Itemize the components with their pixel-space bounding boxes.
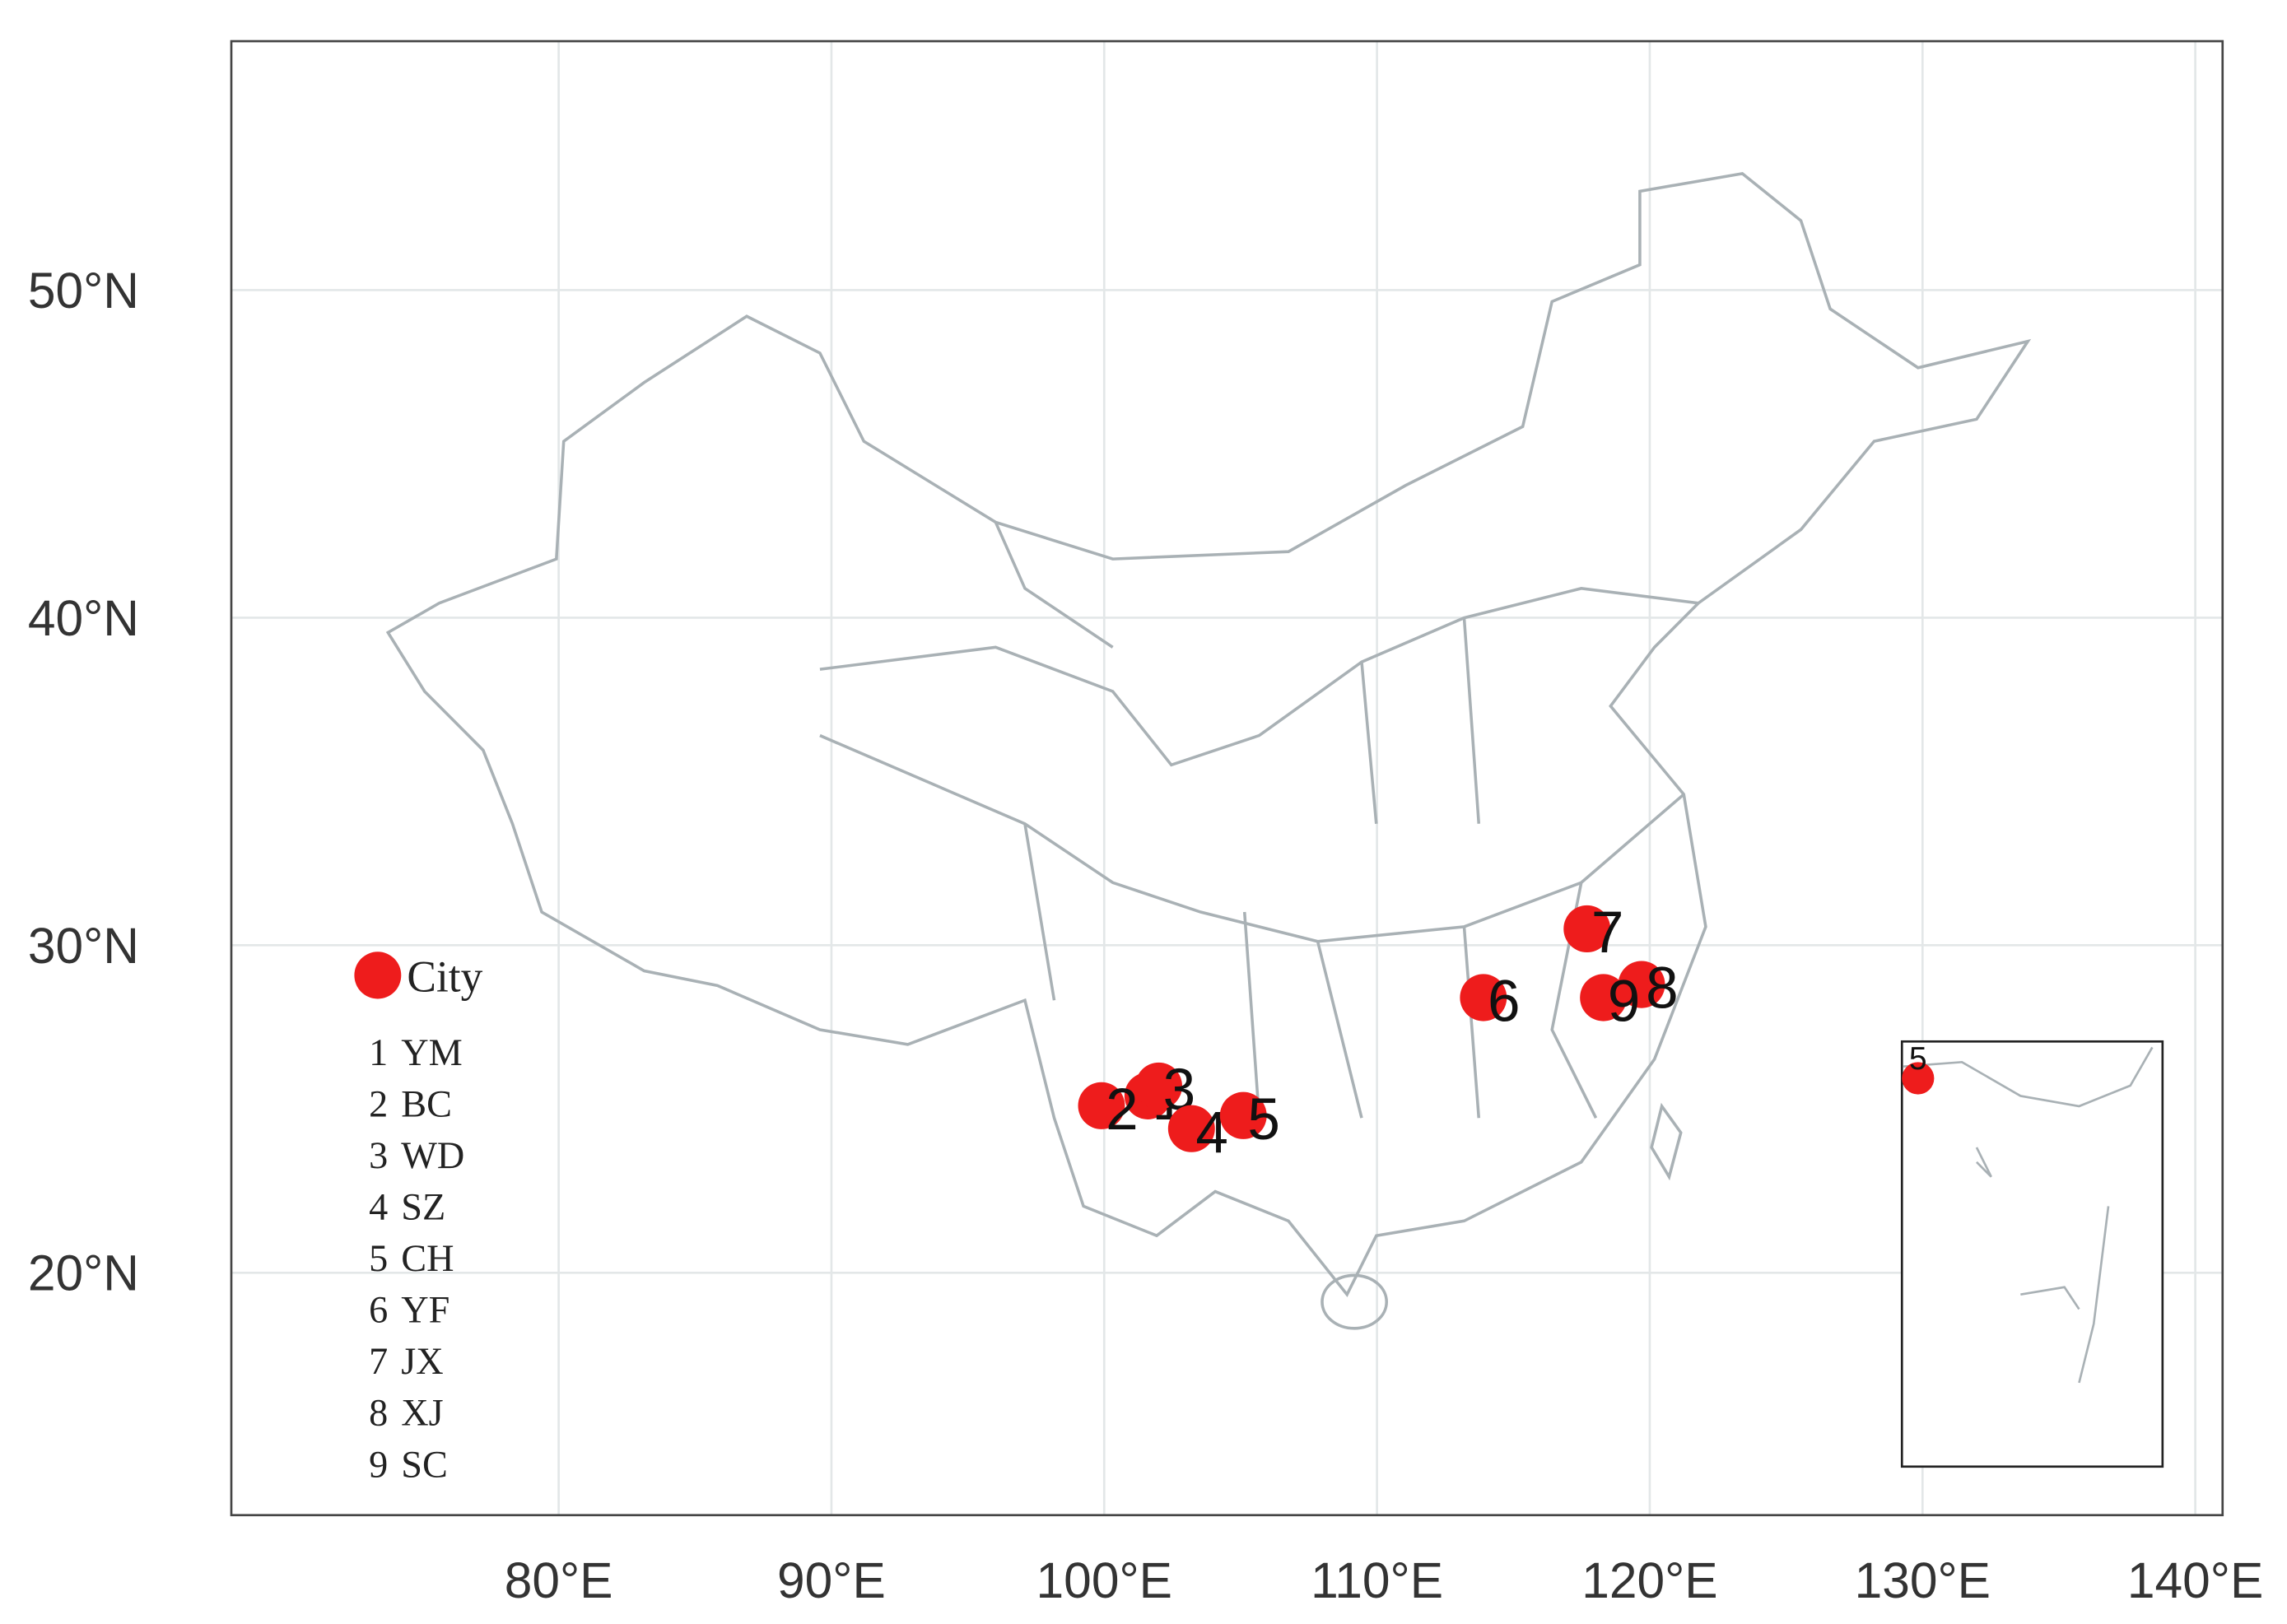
city-point: [1460, 974, 1507, 1021]
city-point: [1167, 1105, 1215, 1152]
legend-id: 9: [369, 1444, 388, 1486]
legend-name: BC: [401, 1083, 452, 1125]
x-tick-label: 130°E: [1855, 1552, 1991, 1608]
y-tick-label: 40°N: [28, 590, 139, 646]
hainan: [1320, 1273, 1389, 1330]
plot-frame: [230, 40, 2224, 1517]
legend-id: 4: [369, 1186, 388, 1228]
y-tick-label: 20°N: [28, 1245, 139, 1301]
legend-name: WD: [401, 1135, 464, 1177]
legend-id: 1: [369, 1032, 388, 1074]
x-tick-label: 140°E: [2127, 1552, 2263, 1608]
legend-name: XJ: [401, 1393, 443, 1435]
legend-id: 5: [369, 1238, 388, 1280]
city-label: 9: [1608, 968, 1641, 1034]
city-point: [1219, 1091, 1267, 1139]
city-label: 5: [1247, 1087, 1280, 1152]
x-tick-label: 120°E: [1581, 1552, 1717, 1608]
province-borders: [819, 521, 1699, 1119]
inset-point: [1902, 1062, 1935, 1095]
inset: 5: [1900, 1040, 2164, 1468]
x-tick-label: 110°E: [1311, 1552, 1443, 1608]
legend-id: 2: [369, 1083, 388, 1125]
city-point: [1580, 974, 1628, 1021]
legend-name: SZ: [401, 1186, 445, 1228]
axes: 80°E 90°E 100°E 110°E 120°E 130°E 140°E 20°N 30°…: [28, 263, 2263, 1608]
legend-id: 7: [369, 1341, 388, 1383]
city-point: [1618, 961, 1665, 1008]
legend: City 1 YM 2 BC 3 WD 4 SZ 5 CH 6 YF 7 JX 8 XJ 9 SC: [354, 952, 483, 1487]
legend-name: JX: [401, 1341, 443, 1383]
points: 123456789: [1078, 900, 1679, 1166]
x-tick-label: 90°E: [777, 1552, 886, 1608]
inset-frame: [1900, 1040, 2164, 1468]
city-label: 7: [1591, 900, 1624, 966]
city-label: 6: [1488, 968, 1521, 1034]
legend-id: 8: [369, 1393, 388, 1435]
x-tick-label: 100°E: [1036, 1552, 1172, 1608]
y-tick-label: 30°N: [28, 918, 139, 974]
grid: [231, 41, 2223, 1515]
legend-id: 6: [369, 1290, 388, 1332]
city-point: [1078, 1082, 1125, 1129]
legend-marker: [354, 952, 402, 999]
x-tick-label: 80°E: [505, 1552, 613, 1608]
city-point: [1563, 905, 1611, 953]
legend-name: YF: [401, 1290, 449, 1332]
legend-name: SC: [401, 1444, 448, 1486]
legend-name: CH: [401, 1238, 454, 1280]
legend-title: City: [407, 952, 482, 1001]
legend-list: 1 YM 2 BC 3 WD 4 SZ 5 CH 6 YF 7 JX 8 XJ 9 SC: [369, 1032, 464, 1487]
legend-name: YM: [401, 1032, 463, 1074]
taiwan: [1650, 1102, 1683, 1181]
city-label: 2: [1106, 1077, 1139, 1142]
city-point: [1135, 1062, 1182, 1110]
inset-coast: [1903, 1046, 2154, 1384]
inset-point-label: 5: [1909, 1040, 1927, 1077]
y-tick-label: 50°N: [28, 263, 139, 319]
legend-id: 3: [369, 1135, 388, 1177]
city-label: 8: [1646, 956, 1679, 1021]
china-outline: [385, 171, 2032, 1330]
